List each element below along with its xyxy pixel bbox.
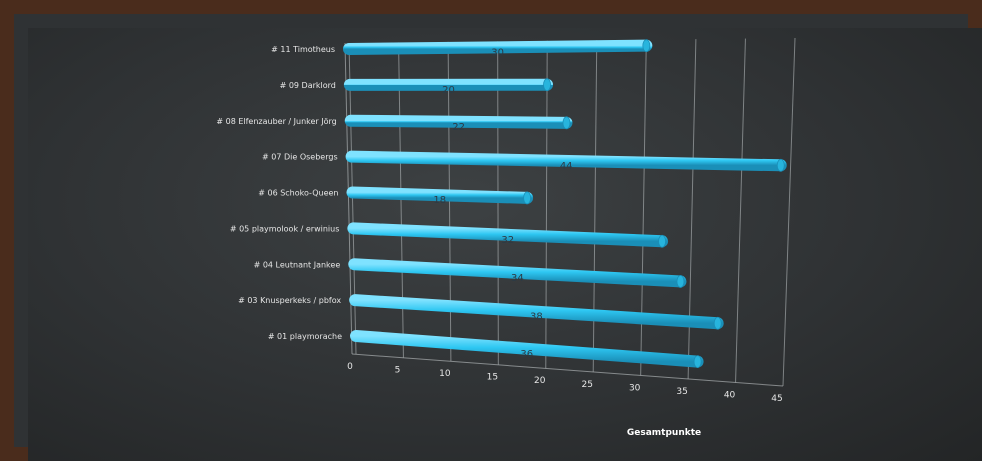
bar-end-cap <box>523 191 531 205</box>
bar-value-label: 20 <box>442 85 455 96</box>
y-category-label: # 07 Die Osebergs <box>262 153 338 162</box>
x-tick-label: 20 <box>534 376 546 386</box>
bar <box>345 150 787 172</box>
x-tick-label: 35 <box>676 387 687 397</box>
y-category-label: # 09 Darklord <box>280 81 336 90</box>
y-category-label: # 06 Schoko-Queen <box>258 189 338 198</box>
y-category-label: # 11 Timotheus <box>271 45 335 54</box>
bar <box>346 186 534 204</box>
bar-value-label: 22 <box>452 122 465 133</box>
x-tick-label: 40 <box>724 390 736 400</box>
bar <box>349 294 724 330</box>
bar-end-cap <box>693 355 702 369</box>
bar-value-label: 30 <box>491 47 504 58</box>
bar-value-label: 34 <box>511 273 524 284</box>
bar <box>344 114 573 129</box>
y-category-label: # 04 Leutnant Jankee <box>254 260 341 269</box>
bar-layer <box>343 39 787 369</box>
x-axis-line <box>351 353 784 387</box>
chalkboard <box>28 28 982 461</box>
x-tick-label: 45 <box>771 394 782 404</box>
bar-end-cap <box>543 78 551 92</box>
bar-end-cap <box>562 116 571 130</box>
bar-end-cap <box>676 275 685 288</box>
y-category-label: # 08 Elfenzauber / Junker Jörg <box>216 117 336 126</box>
bar <box>350 330 704 368</box>
bar-end-cap <box>713 316 722 330</box>
x-tick-label: 5 <box>395 366 401 376</box>
bar-end-cap <box>658 234 666 248</box>
gridline <box>640 39 647 376</box>
y-category-label: # 03 Knusperkeks / pbfox <box>238 296 341 305</box>
gridline <box>592 40 598 372</box>
x-tick-label: 0 <box>347 362 353 372</box>
gridline <box>782 37 796 387</box>
label-layer: 0 5 10 15 20 25 30 35 40 45 # 11 Timotheus 30 # 09 D… <box>216 45 782 404</box>
x-tick-label: 15 <box>487 373 498 383</box>
bar-end-cap <box>776 158 785 172</box>
bar <box>347 222 669 248</box>
gridline <box>735 38 746 383</box>
y-category-label: # 05 playmolook / erwinius <box>230 224 340 233</box>
bar-value-label: 38 <box>530 312 543 323</box>
bar-value-label: 36 <box>520 349 533 360</box>
x-tick-label: 10 <box>439 369 451 379</box>
gridline <box>687 39 697 379</box>
bar <box>348 258 687 288</box>
y-category-label: # 01 playmorache <box>268 332 342 341</box>
bar-value-label: 32 <box>501 235 514 246</box>
x-tick-label: 25 <box>581 380 592 390</box>
bar <box>343 39 653 55</box>
x-axis-title: Gesamtpunkte <box>627 428 701 438</box>
bar-value-label: 18 <box>433 195 446 206</box>
x-tick-label: 30 <box>629 383 641 393</box>
bar-end-cap <box>642 39 651 53</box>
bar-value-label: 44 <box>560 161 573 172</box>
